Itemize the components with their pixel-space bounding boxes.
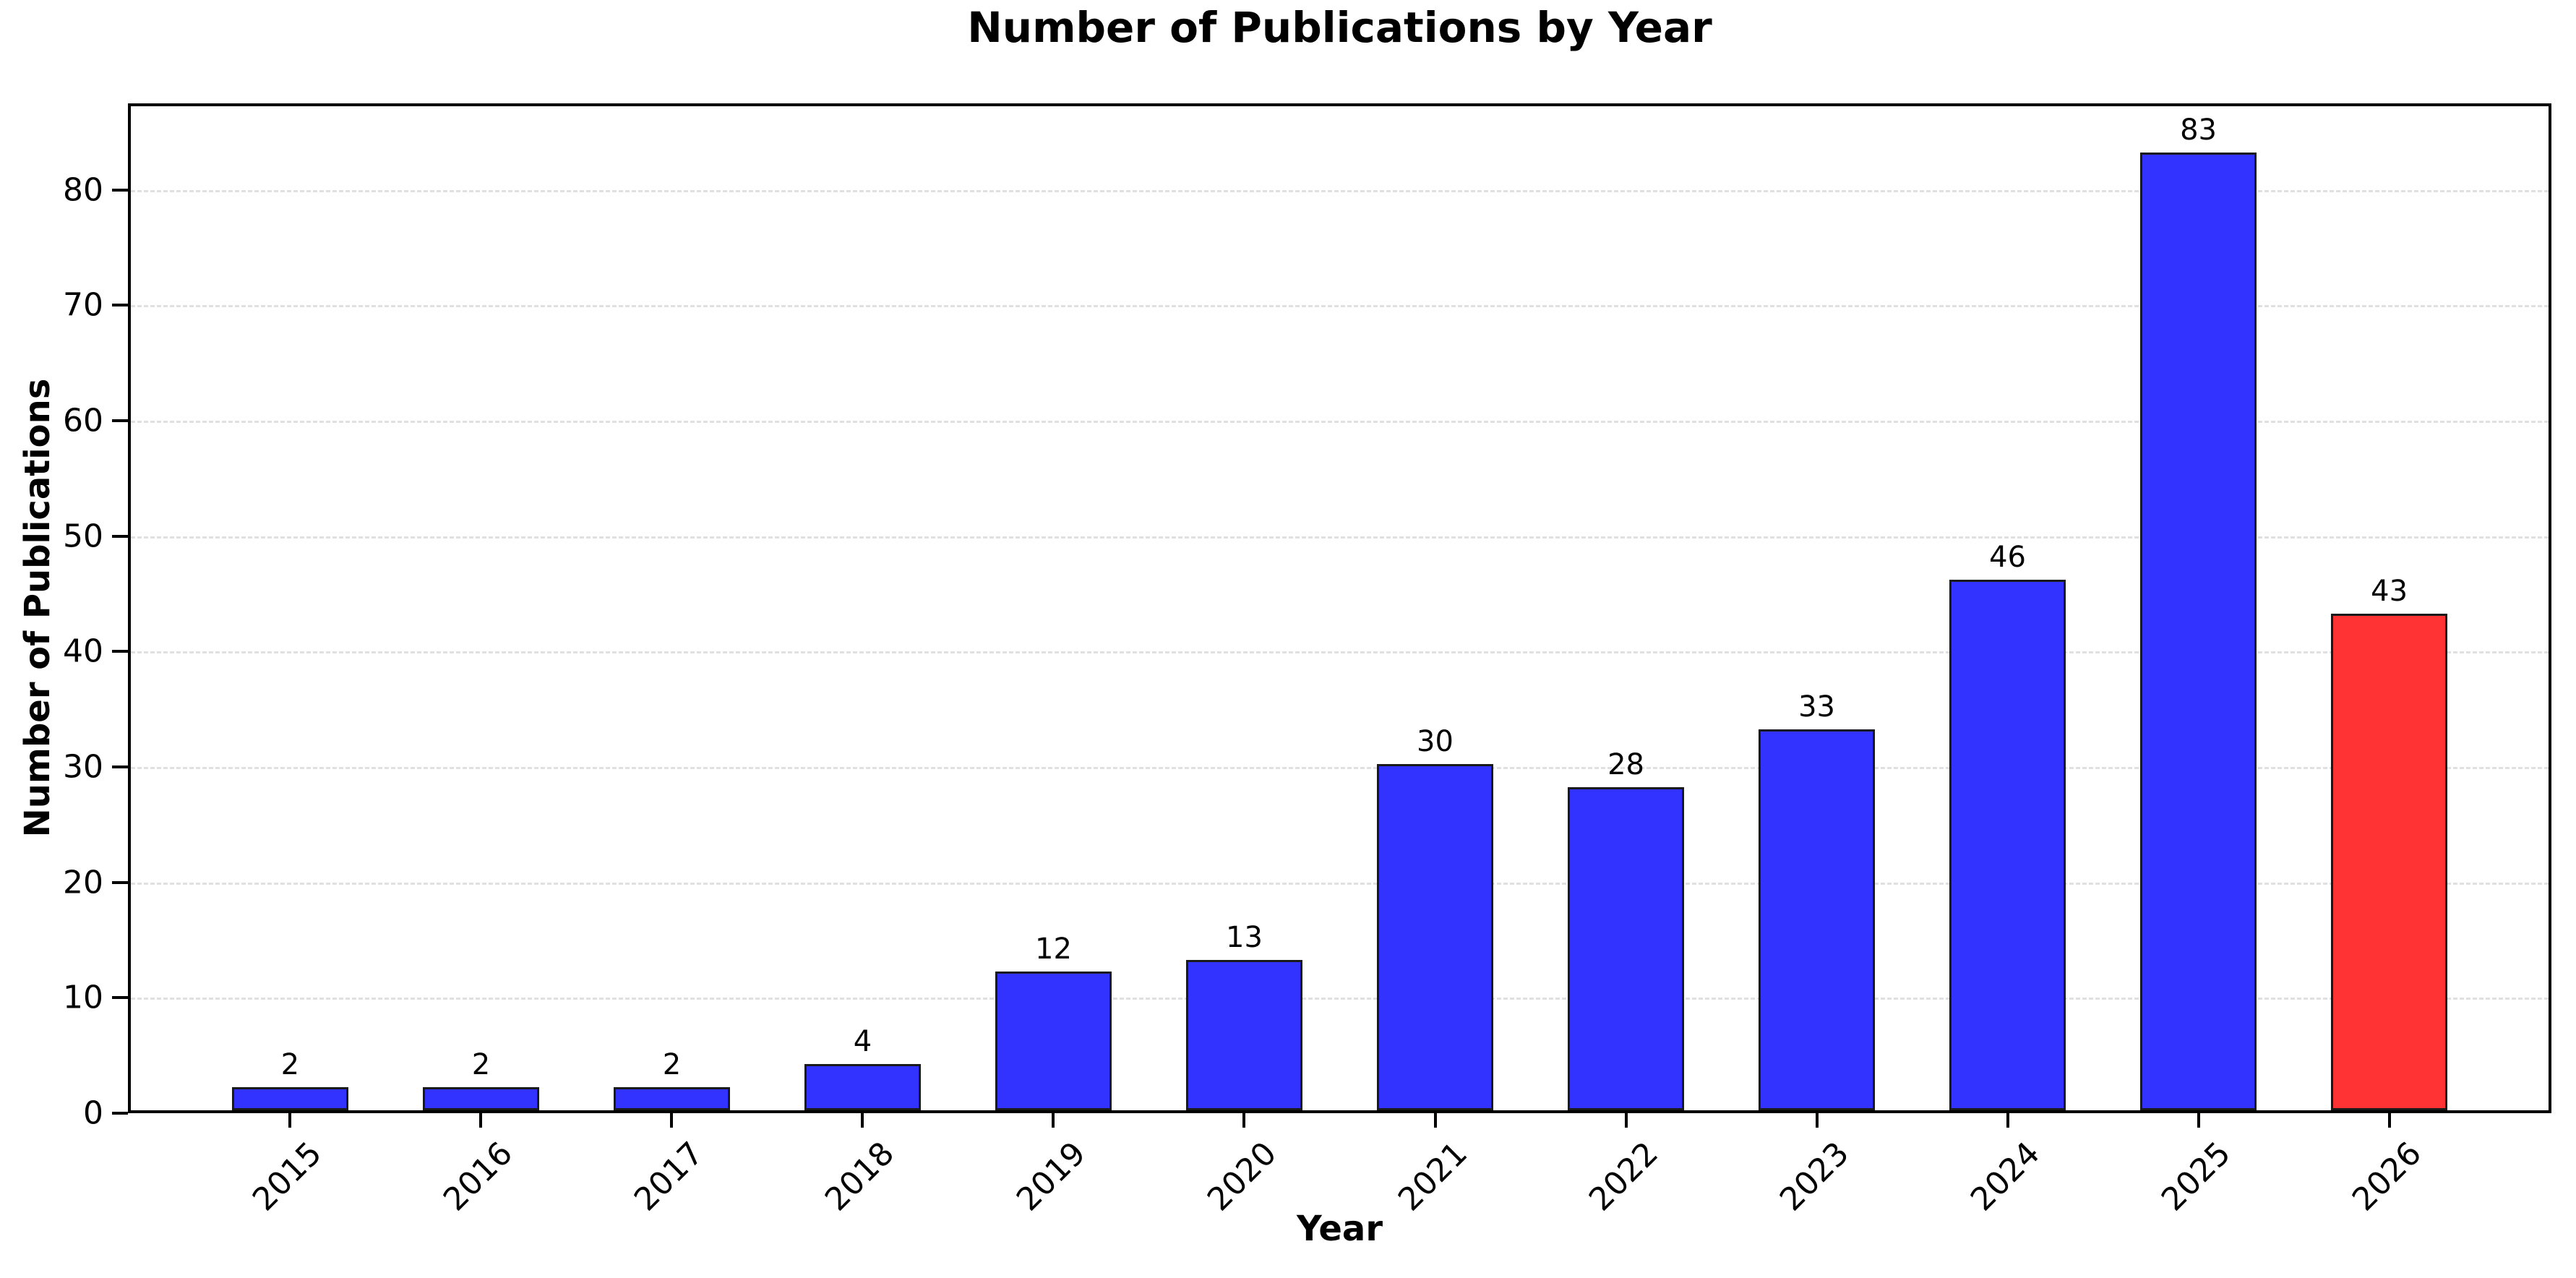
bar-2017 — [614, 1087, 730, 1110]
gridline-y-40 — [131, 651, 2549, 654]
bar-value-label-2018: 4 — [853, 1025, 872, 1058]
y-tick-mark-70 — [112, 304, 128, 307]
x-tick-mark-2020 — [1242, 1113, 1246, 1128]
y-tick-label-20: 20 — [63, 864, 103, 901]
y-tick-mark-0 — [112, 1112, 128, 1115]
x-tick-mark-2025 — [2197, 1113, 2200, 1128]
x-tick-mark-2021 — [1433, 1113, 1437, 1128]
bar-value-label-2020: 13 — [1226, 921, 1263, 954]
x-tick-mark-2022 — [1624, 1113, 1628, 1128]
bar-2023 — [1759, 729, 1875, 1110]
y-axis-label: Number of Publications — [17, 378, 58, 838]
gridline-y-80 — [131, 189, 2549, 192]
bar-value-label-2019: 12 — [1035, 932, 1072, 966]
y-tick-label-60: 60 — [63, 402, 103, 439]
y-tick-label-30: 30 — [63, 748, 103, 786]
chart-title: Number of Publications by Year — [967, 3, 1712, 52]
bar-2025 — [2140, 153, 2257, 1110]
y-tick-mark-10 — [112, 996, 128, 1000]
bar-value-label-2015: 2 — [280, 1048, 300, 1081]
y-tick-mark-20 — [112, 880, 128, 884]
y-tick-label-0: 0 — [83, 1094, 103, 1132]
x-axis-label: Year — [1297, 1209, 1383, 1249]
x-tick-mark-2019 — [1052, 1113, 1055, 1128]
bar-value-label-2017: 2 — [662, 1048, 682, 1081]
x-tick-label-2017: 2017 — [627, 1135, 711, 1219]
x-tick-label-2021: 2021 — [1391, 1135, 1474, 1219]
x-tick-label-2025: 2025 — [2154, 1135, 2238, 1219]
y-tick-mark-30 — [112, 765, 128, 769]
bar-2026 — [2331, 614, 2447, 1110]
x-tick-mark-2023 — [1815, 1113, 1819, 1128]
bar-2021 — [1377, 764, 1493, 1110]
y-tick-label-40: 40 — [63, 632, 103, 670]
y-tick-label-50: 50 — [63, 518, 103, 555]
bar-value-label-2021: 30 — [1417, 725, 1454, 758]
bar-2018 — [804, 1064, 921, 1110]
x-tick-label-2019: 2019 — [1009, 1135, 1093, 1219]
bar-value-label-2022: 28 — [1607, 748, 1644, 781]
x-tick-mark-2024 — [2006, 1113, 2009, 1128]
y-tick-mark-80 — [112, 188, 128, 192]
x-tick-label-2023: 2023 — [1772, 1135, 1856, 1219]
x-tick-label-2016: 2016 — [437, 1135, 520, 1219]
x-tick-label-2018: 2018 — [818, 1135, 902, 1219]
gridline-y-50 — [131, 536, 2549, 539]
bar-2022 — [1568, 787, 1684, 1110]
y-tick-mark-50 — [112, 534, 128, 538]
x-tick-label-2022: 2022 — [1581, 1135, 1665, 1219]
gridline-y-10 — [131, 998, 2549, 1000]
y-tick-mark-40 — [112, 650, 128, 653]
bar-2024 — [1949, 580, 2066, 1110]
bar-value-label-2026: 43 — [2371, 575, 2408, 608]
bar-value-label-2016: 2 — [471, 1048, 491, 1081]
x-tick-label-2015: 2015 — [246, 1135, 330, 1219]
gridline-y-20 — [131, 882, 2549, 885]
bar-2019 — [995, 972, 1112, 1110]
bar-2015 — [232, 1087, 348, 1110]
y-tick-label-70: 70 — [63, 286, 103, 324]
x-tick-mark-2015 — [288, 1113, 292, 1128]
bar-value-label-2023: 33 — [1798, 690, 1835, 724]
x-tick-label-2020: 2020 — [1200, 1135, 1284, 1219]
gridline-y-60 — [131, 421, 2549, 424]
x-tick-mark-2017 — [670, 1113, 674, 1128]
x-tick-mark-2018 — [861, 1113, 864, 1128]
y-tick-label-80: 80 — [63, 171, 103, 209]
bar-value-label-2024: 46 — [1989, 541, 2026, 574]
bar-value-label-2025: 83 — [2180, 113, 2217, 147]
x-tick-label-2026: 2026 — [2345, 1135, 2429, 1219]
x-tick-mark-2016 — [479, 1113, 483, 1128]
x-tick-mark-2026 — [2387, 1113, 2391, 1128]
y-tick-label-10: 10 — [63, 979, 103, 1016]
gridline-y-70 — [131, 305, 2549, 308]
gridline-y-30 — [131, 767, 2549, 770]
y-tick-mark-60 — [112, 419, 128, 423]
bar-2020 — [1186, 960, 1302, 1110]
bar-2016 — [423, 1087, 539, 1110]
x-tick-label-2024: 2024 — [1963, 1135, 2047, 1219]
plot-area — [128, 103, 2551, 1113]
